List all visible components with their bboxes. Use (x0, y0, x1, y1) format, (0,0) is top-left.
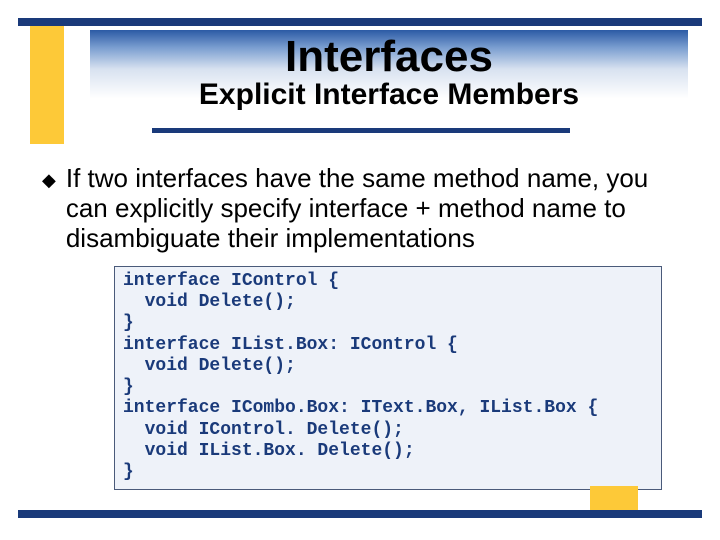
bullet-row: ◆ If two interfaces have the same method… (42, 164, 684, 254)
bullet-area: ◆ If two interfaces have the same method… (42, 164, 684, 254)
slide-title: Interfaces (90, 32, 688, 82)
slide-subtitle: Explicit Interface Members (90, 78, 688, 112)
bullet-text: If two interfaces have the same method n… (66, 164, 684, 254)
code-line: void Delete(); (123, 356, 653, 377)
bottom-accent-bar (18, 510, 702, 518)
code-line: } (123, 377, 653, 398)
code-line: interface IList.Box: IControl { (123, 335, 653, 356)
code-line: interface IControl { (123, 271, 653, 292)
code-line: void IControl. Delete(); (123, 420, 653, 441)
bullet-marker: ◆ (42, 170, 56, 191)
title-underline (152, 128, 570, 133)
right-gold-block (590, 486, 638, 510)
code-line: interface ICombo.Box: IText.Box, IList.B… (123, 398, 653, 419)
code-line: } (123, 462, 653, 483)
title-area: Interfaces Explicit Interface Members (90, 30, 688, 128)
top-accent-bar (18, 18, 702, 26)
code-line: } (123, 313, 653, 334)
code-line: void IList.Box. Delete(); (123, 441, 653, 462)
code-line: void Delete(); (123, 292, 653, 313)
code-box: interface IControl { void Delete(); } in… (114, 266, 662, 490)
left-gold-block (30, 26, 64, 144)
